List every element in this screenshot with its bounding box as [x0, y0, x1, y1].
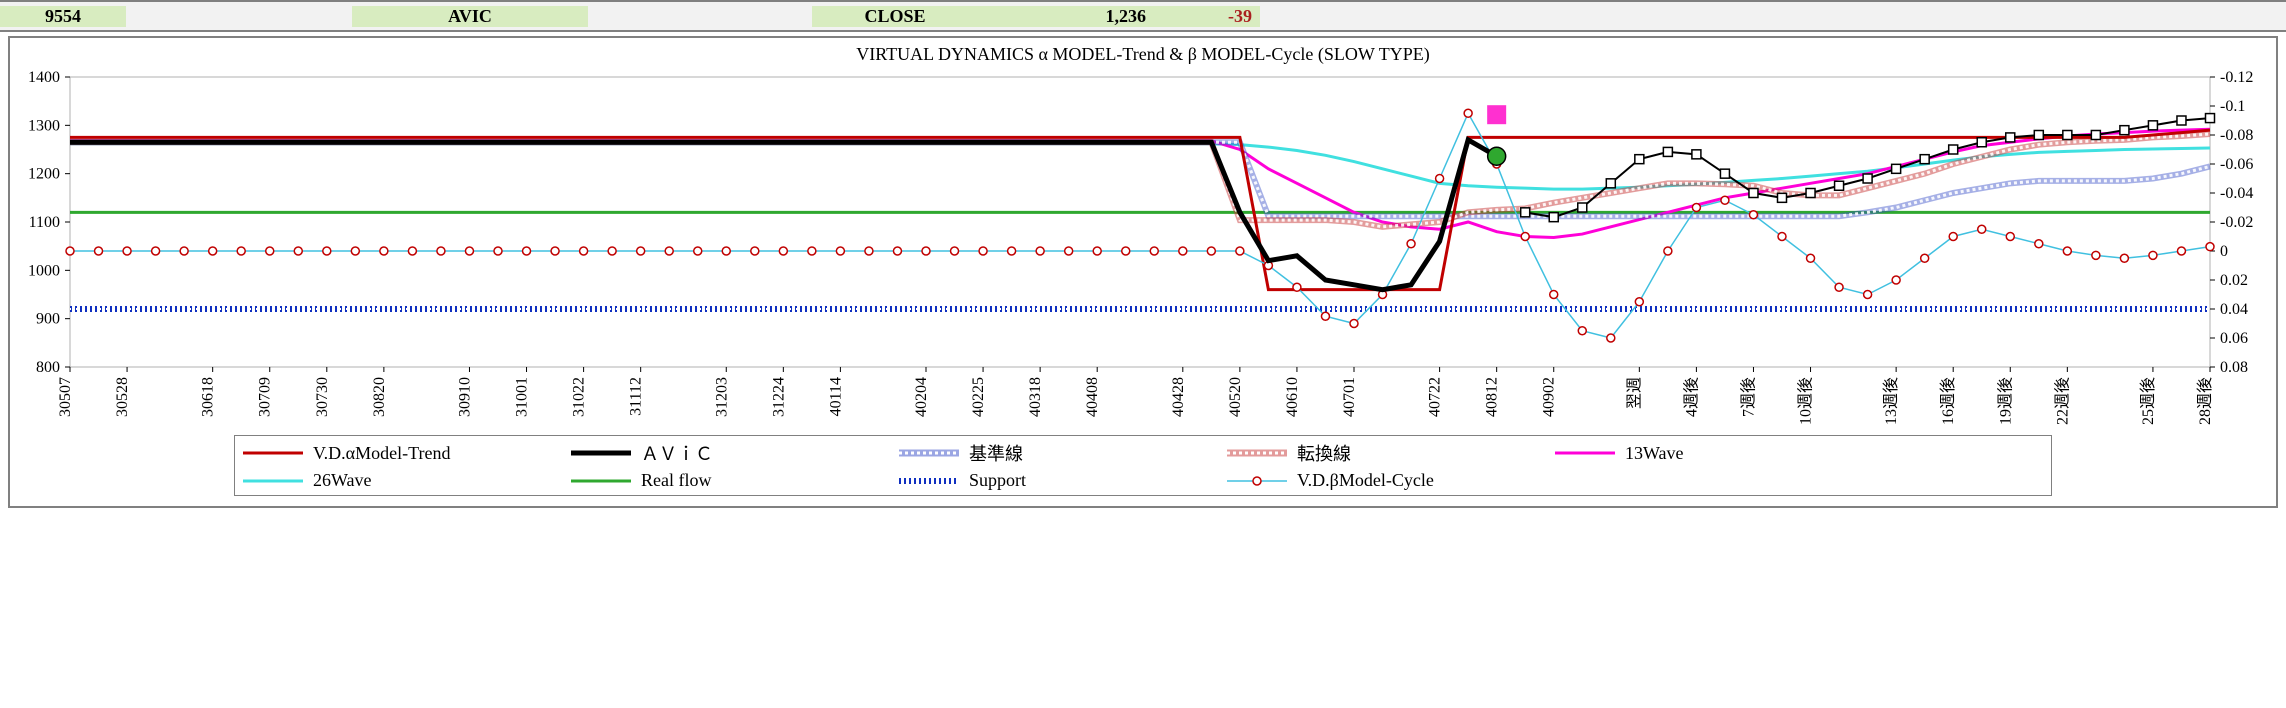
svg-text:-0.08: -0.08 — [2220, 127, 2253, 144]
legend-item-w13: 13Wave — [1555, 440, 1855, 466]
header-name: AVIC — [352, 6, 588, 27]
svg-text:40408: 40408 — [1084, 377, 1101, 417]
header-change: -39 — [1154, 6, 1260, 27]
svg-text:30507: 30507 — [57, 377, 74, 417]
chart-title: VIRTUAL DYNAMICS α MODEL-Trend & β MODEL… — [10, 38, 2276, 67]
header-close-value: 1,236 — [978, 6, 1154, 27]
header-bar: 9554 AVIC CLOSE 1,236 -39 — [0, 0, 2286, 32]
chart-frame: VIRTUAL DYNAMICS α MODEL-Trend & β MODEL… — [8, 36, 2278, 508]
svg-text:40204: 40204 — [913, 377, 930, 417]
svg-text:-0.06: -0.06 — [2220, 156, 2253, 173]
svg-text:40722: 40722 — [1427, 377, 1444, 417]
svg-text:1400: 1400 — [28, 69, 60, 86]
legend-item-vd_alpha: V.D.αModel-Trend — [243, 440, 543, 466]
chart-svg: 800 900 1000 1100 1200 1300 1400 -0.12 -0.1 -0.08… — [10, 67, 2270, 427]
svg-text:30820: 30820 — [371, 377, 388, 417]
legend: V.D.αModel-Trend ＡＶｉＣ 基準線 転換線 13Wave 26Wave Re… — [234, 435, 2052, 496]
legend-item-support: Support — [899, 470, 1199, 491]
legend-label: Real flow — [641, 470, 711, 491]
svg-text:40520: 40520 — [1227, 377, 1244, 417]
legend-item-vd_beta: V.D.βModel-Cycle — [1227, 470, 1527, 491]
svg-text:40114: 40114 — [827, 377, 844, 416]
svg-text:0: 0 — [2220, 243, 2228, 260]
svg-text:31022: 31022 — [571, 377, 588, 417]
svg-text:40812: 40812 — [1484, 377, 1501, 417]
svg-text:30528: 30528 — [114, 377, 131, 417]
svg-text:0.02: 0.02 — [2220, 272, 2248, 289]
svg-text:-0.04: -0.04 — [2220, 185, 2253, 202]
svg-text:30618: 30618 — [200, 377, 217, 417]
legend-swatch — [1227, 444, 1287, 462]
svg-text:25週後: 25週後 — [2139, 377, 2157, 425]
legend-swatch — [243, 472, 303, 490]
svg-text:1000: 1000 — [28, 262, 60, 279]
svg-text:13週後: 13週後 — [1882, 377, 1900, 425]
svg-text:-0.12: -0.12 — [2220, 69, 2253, 86]
legend-label: V.D.βModel-Cycle — [1297, 470, 1434, 491]
svg-text:4週後: 4週後 — [1682, 377, 1700, 417]
legend-label: Support — [969, 470, 1026, 491]
legend-item-realflow: Real flow — [571, 470, 871, 491]
header-code: 9554 — [0, 6, 126, 27]
legend-label: 基準線 — [969, 440, 1023, 466]
svg-text:0.06: 0.06 — [2220, 330, 2248, 347]
svg-text:31203: 31203 — [713, 377, 730, 417]
legend-item-avic: ＡＶｉＣ — [571, 440, 871, 466]
legend-item-kijun: 基準線 — [899, 440, 1199, 466]
legend-swatch — [571, 444, 631, 462]
legend-label: 26Wave — [313, 470, 372, 491]
svg-text:40701: 40701 — [1341, 377, 1358, 417]
svg-text:0.04: 0.04 — [2220, 301, 2248, 318]
svg-text:0.08: 0.08 — [2220, 359, 2248, 376]
legend-label: V.D.αModel-Trend — [313, 443, 450, 464]
legend-label: ＡＶｉＣ — [641, 440, 713, 466]
legend-swatch — [243, 444, 303, 462]
svg-text:28週後: 28週後 — [2196, 377, 2214, 425]
svg-text:800: 800 — [36, 359, 60, 376]
svg-text:31224: 31224 — [770, 377, 787, 417]
svg-text:-0.02: -0.02 — [2220, 214, 2253, 231]
svg-text:19週後: 19週後 — [1996, 377, 2014, 425]
svg-text:31112: 31112 — [628, 377, 645, 416]
legend-swatch — [571, 472, 631, 490]
svg-text:30709: 30709 — [257, 377, 274, 417]
legend-swatch — [899, 472, 959, 490]
svg-text:1100: 1100 — [29, 214, 60, 231]
svg-text:900: 900 — [36, 311, 60, 328]
svg-text:22週後: 22週後 — [2053, 377, 2071, 425]
svg-text:30910: 30910 — [456, 377, 473, 417]
svg-text:31001: 31001 — [514, 377, 531, 417]
legend-item-w26: 26Wave — [243, 470, 543, 491]
svg-text:40225: 40225 — [970, 377, 987, 417]
svg-text:10週後: 10週後 — [1797, 377, 1815, 425]
svg-text:30730: 30730 — [314, 377, 331, 417]
header-close-label: CLOSE — [812, 6, 978, 27]
legend-swatch — [1227, 472, 1287, 490]
legend-swatch — [899, 444, 959, 462]
svg-text:7週後: 7週後 — [1739, 377, 1757, 417]
svg-text:1300: 1300 — [28, 117, 60, 134]
svg-text:-0.1: -0.1 — [2220, 98, 2245, 115]
svg-text:1200: 1200 — [28, 166, 60, 183]
legend-label: 13Wave — [1625, 443, 1684, 464]
svg-text:40318: 40318 — [1027, 377, 1044, 417]
svg-text:16週後: 16週後 — [1939, 377, 1957, 425]
svg-text:翌週: 翌週 — [1625, 377, 1643, 409]
svg-text:40428: 40428 — [1170, 377, 1187, 417]
legend-label: 転換線 — [1297, 440, 1351, 466]
svg-text:40902: 40902 — [1541, 377, 1558, 417]
svg-text:40610: 40610 — [1284, 377, 1301, 417]
legend-swatch — [1555, 444, 1615, 462]
legend-item-tenkan: 転換線 — [1227, 440, 1527, 466]
